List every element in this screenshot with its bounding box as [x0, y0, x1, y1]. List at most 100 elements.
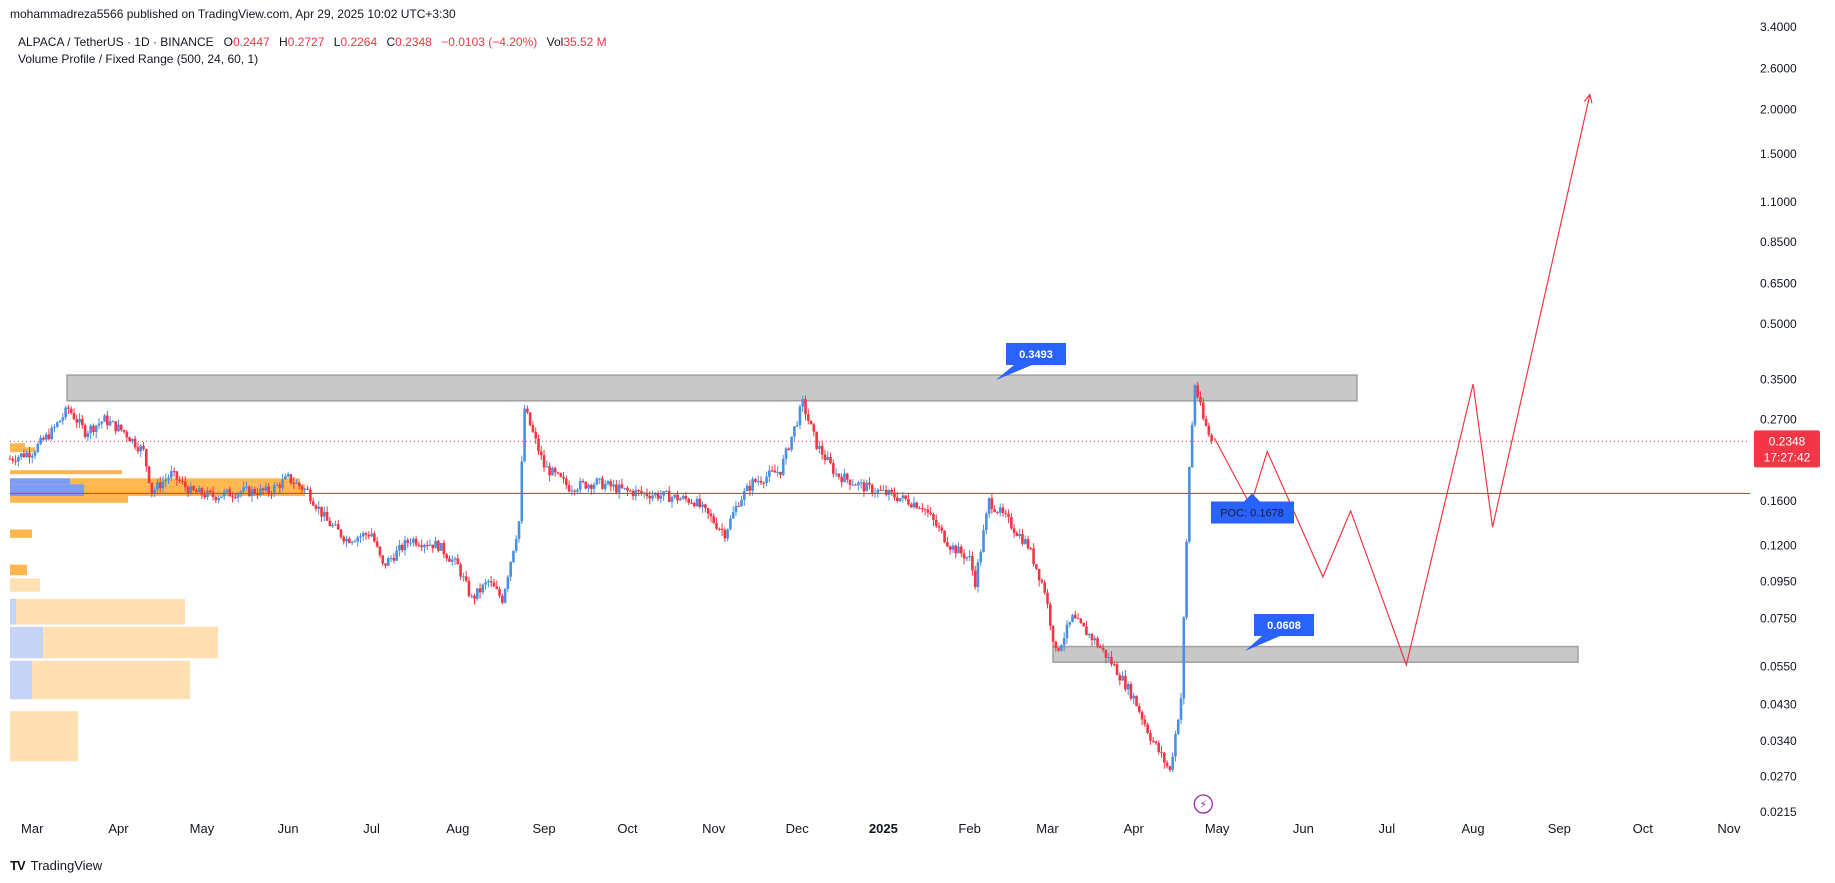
candle-body: [325, 511, 329, 521]
candle-body: [256, 493, 259, 496]
candle-body: [339, 529, 343, 537]
candle-body: [971, 555, 974, 571]
candle-body: [139, 446, 143, 452]
volume-profile-bar: [10, 598, 185, 625]
candle-body: [1196, 385, 1200, 398]
candle-body: [798, 406, 802, 426]
candle-body: [14, 460, 17, 462]
symbol-title[interactable]: ALPACA / TetherUS · 1D · BINANCE: [18, 35, 214, 49]
projection-path[interactable]: [1213, 94, 1591, 668]
candle-body: [345, 538, 348, 542]
candle-body: [706, 508, 710, 514]
candle-body: [1051, 625, 1055, 642]
candle-body: [865, 482, 869, 492]
published-line: mohammadreza5566 published on TradingVie…: [10, 7, 456, 21]
candle-body: [979, 552, 983, 563]
candle-body: [690, 502, 693, 504]
candle-body: [1135, 695, 1138, 707]
candle-body: [409, 542, 412, 544]
candle-body: [214, 496, 218, 501]
candle-body: [473, 595, 476, 599]
candle-body: [136, 447, 140, 452]
candle-body: [1012, 528, 1016, 533]
candle-body: [531, 425, 535, 432]
resistance-price-label[interactable]: 0.3493: [996, 343, 1066, 380]
x-tick-label: Apr: [108, 821, 129, 836]
volume-profile-bar: [10, 564, 27, 576]
candle-body: [1062, 638, 1066, 646]
candle-body: [437, 540, 440, 551]
candle-body: [673, 494, 677, 498]
poc-label[interactable]: POC: 0.1678: [1211, 493, 1294, 524]
support-zone[interactable]: [1052, 645, 1579, 663]
candle-body: [640, 490, 643, 494]
candle-body: [526, 408, 529, 413]
candle-body: [656, 493, 660, 499]
change-value: −0.0103 (−4.20%): [441, 35, 538, 49]
tradingview-brand[interactable]: TV TradingView: [10, 858, 102, 873]
candle-body: [512, 550, 515, 562]
candle-body: [904, 495, 907, 499]
candle-body: [1074, 614, 1077, 619]
x-tick-label: Jul: [363, 821, 380, 836]
candle-body: [142, 446, 145, 450]
candle-body: [1068, 621, 1072, 625]
x-tick-label: May: [190, 821, 215, 836]
candle-body: [1101, 648, 1105, 650]
candle-body: [158, 482, 162, 489]
candle-body: [245, 486, 248, 488]
x-tick-label: Mar: [1036, 821, 1059, 836]
candle-body: [11, 458, 15, 461]
x-tick-label: Aug: [1461, 821, 1484, 836]
last-price-value: 0.2348: [1769, 434, 1806, 448]
candle-body: [456, 558, 460, 565]
candle-body: [584, 481, 588, 489]
volume-profile-bar: [10, 496, 128, 503]
candle-body: [481, 584, 485, 593]
resistance-zone[interactable]: [66, 374, 1358, 402]
candle-body: [868, 482, 871, 485]
volume-profile-up-bar: [10, 626, 43, 659]
candle-body: [681, 496, 685, 499]
y-axis[interactable]: 3.4000 2.6000 2.0000 1.5000 1.1000 0.8500 0.65…: [1754, 20, 1820, 819]
indicator-legend[interactable]: Volume Profile / Fixed Range (500, 24, 6…: [18, 52, 259, 66]
candle-body: [1174, 734, 1177, 757]
support-price-label[interactable]: 0.0608: [1245, 614, 1314, 651]
candle-body: [1040, 580, 1044, 583]
candle-body: [375, 541, 379, 547]
candle-body: [765, 476, 768, 483]
candle-body: [220, 496, 223, 498]
candle-body: [943, 530, 946, 543]
candle-body: [1087, 634, 1091, 636]
candle-body: [208, 490, 212, 492]
candle-body: [845, 473, 849, 480]
candle-body: [556, 472, 560, 474]
candle-body: [1121, 675, 1124, 681]
candle-body: [1165, 762, 1169, 767]
candle-body: [884, 489, 888, 495]
candle-body: [954, 545, 958, 554]
projection-arrowhead: [1583, 93, 1593, 104]
candle-body: [1115, 664, 1119, 676]
candle-body: [478, 588, 482, 593]
candle-body: [86, 433, 90, 437]
candle-body: [67, 407, 70, 409]
x-axis[interactable]: Mar Apr May Jun Jul Aug Sep Oct Nov Dec 2025 Feb Mar…: [21, 821, 1741, 836]
candle-body: [701, 504, 704, 507]
candle-body: [83, 425, 87, 437]
candle-body: [823, 454, 827, 460]
candle-body: [200, 488, 204, 495]
candle-body: [1201, 402, 1205, 419]
candle-body: [22, 453, 26, 458]
candle-body: [1207, 425, 1211, 435]
flash-icon[interactable]: [1193, 794, 1213, 814]
candle-body: [58, 420, 62, 423]
tradingview-logo-icon: TV: [10, 858, 26, 873]
candle-body: [108, 421, 112, 426]
candle-body: [75, 419, 79, 423]
candle-body: [78, 418, 81, 423]
candle-body: [506, 576, 510, 589]
candle-body: [1199, 397, 1202, 403]
candle-body: [434, 540, 437, 549]
